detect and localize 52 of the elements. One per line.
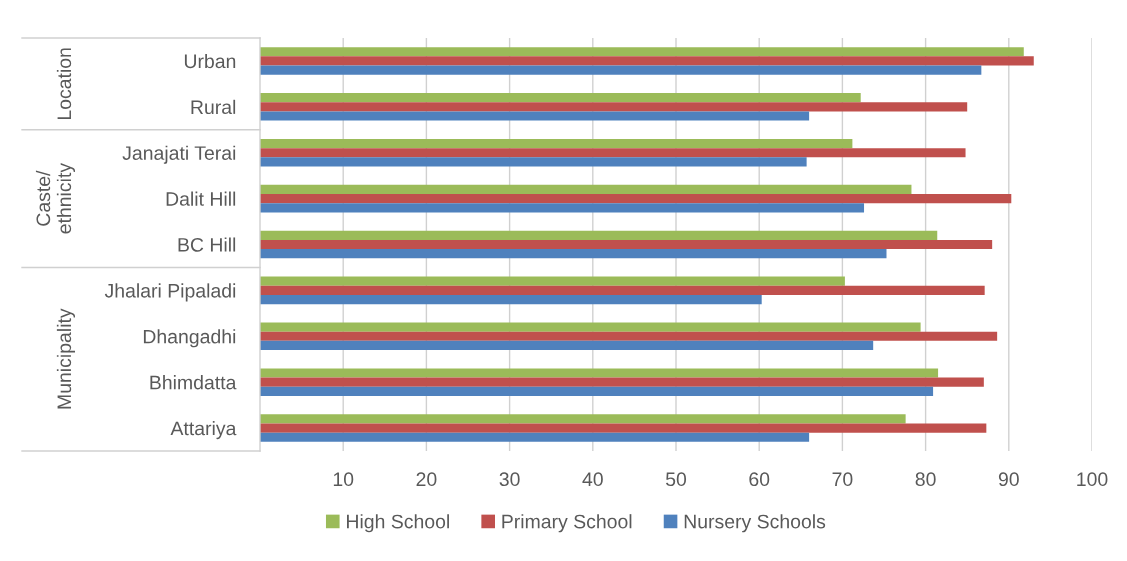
bar bbox=[260, 239, 993, 250]
x-tick-label: 70 bbox=[832, 472, 853, 487]
bar bbox=[260, 294, 762, 305]
legend-label: High School bbox=[347, 514, 449, 533]
bar bbox=[260, 230, 938, 240]
bar bbox=[260, 203, 865, 213]
y-tick-label: Dhangadhi bbox=[143, 329, 236, 348]
bar bbox=[260, 276, 845, 286]
x-tick-label: 100 bbox=[1077, 472, 1108, 487]
bar bbox=[260, 322, 921, 332]
text: Municipality bbox=[56, 308, 75, 409]
y-tick-label: Dalit Hill bbox=[166, 191, 236, 206]
bar bbox=[260, 377, 984, 387]
bar bbox=[260, 111, 810, 121]
bar bbox=[260, 432, 810, 442]
bar bbox=[260, 331, 998, 341]
x-tick-label: 40 bbox=[582, 472, 603, 487]
text: Caste/ ethnicity bbox=[35, 162, 75, 234]
x-tick-label: 60 bbox=[749, 472, 770, 487]
x-tick-label: 20 bbox=[416, 472, 437, 487]
y-tick-label: BC Hill bbox=[178, 237, 236, 252]
bar bbox=[260, 414, 906, 424]
bar bbox=[260, 340, 874, 351]
bar bbox=[260, 368, 939, 378]
x-tick-label: 90 bbox=[998, 472, 1019, 487]
bar bbox=[260, 65, 982, 75]
y-tick-label: Janajati Terai bbox=[122, 145, 236, 164]
bar bbox=[260, 102, 968, 112]
x-tick-label: 50 bbox=[665, 472, 687, 487]
bar bbox=[260, 138, 853, 149]
bar bbox=[260, 423, 987, 433]
bar bbox=[260, 47, 1024, 57]
y-tick-label: Bhimdatta bbox=[150, 375, 237, 390]
y-tick-label: Jhalari Pipaladi bbox=[104, 283, 236, 302]
bar bbox=[260, 285, 985, 295]
bar bbox=[260, 93, 861, 103]
x-tick-label: 30 bbox=[499, 472, 520, 487]
bar bbox=[260, 56, 1034, 66]
y-tick-label: Rural bbox=[191, 99, 236, 115]
x-tick-label: 10 bbox=[333, 472, 354, 487]
bar bbox=[260, 194, 1012, 204]
y-tick-label: Attariya bbox=[170, 421, 237, 440]
legend-label: Nursery Schools bbox=[684, 514, 826, 533]
y-tick-label: Urban bbox=[184, 53, 236, 69]
bar bbox=[260, 249, 887, 259]
bar bbox=[260, 148, 966, 158]
bar bbox=[260, 184, 912, 195]
text: Location bbox=[56, 48, 72, 120]
bar bbox=[260, 386, 934, 396]
x-tick-label: 80 bbox=[915, 472, 936, 487]
legend-label: Primary School bbox=[502, 514, 632, 533]
bar bbox=[260, 157, 807, 167]
